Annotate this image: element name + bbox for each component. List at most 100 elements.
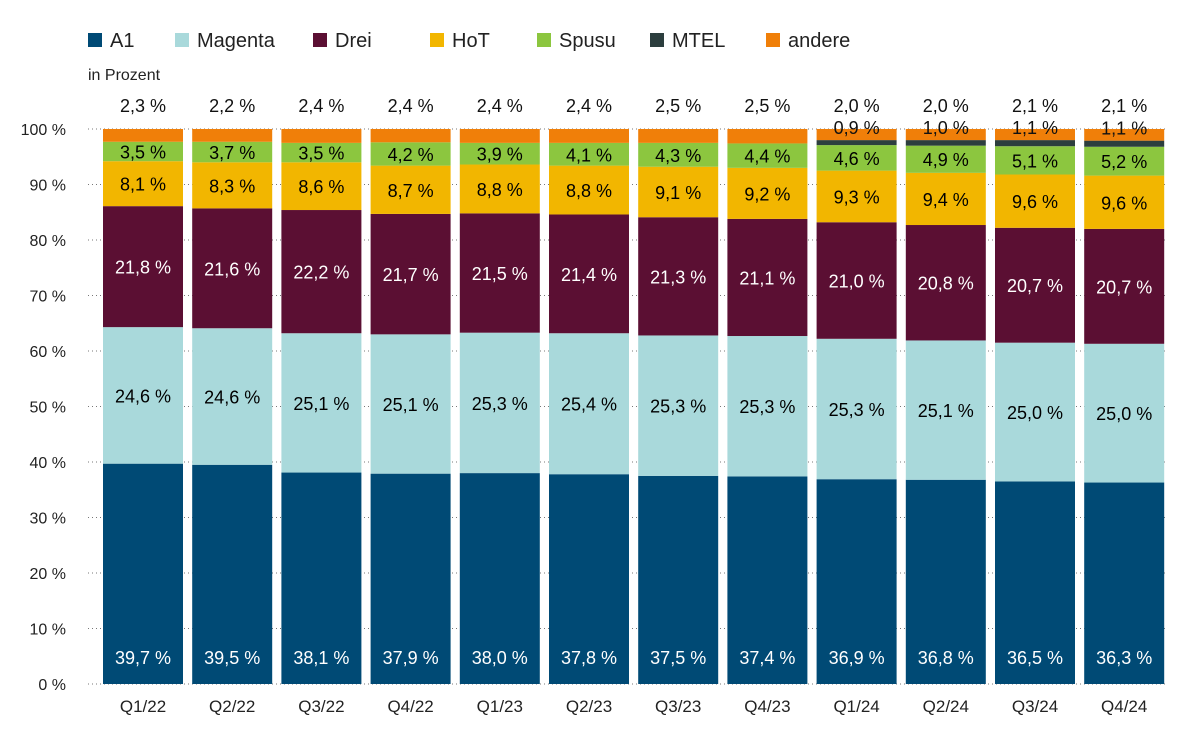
bar-segment	[1084, 146, 1165, 176]
data-label: 20,7 %	[1096, 277, 1152, 297]
y-tick-label: 0 %	[38, 677, 66, 694]
bar-segment	[459, 129, 540, 143]
legend-label-a1: A1	[110, 30, 134, 52]
bar-segment	[459, 473, 540, 684]
data-label: 21,4 %	[561, 265, 617, 285]
bar-segment	[281, 142, 362, 163]
data-label: 9,6 %	[1101, 193, 1147, 213]
data-label: 36,5 %	[1007, 648, 1063, 668]
data-label: 37,9 %	[383, 648, 439, 668]
data-label: 2,1 %	[1101, 96, 1147, 116]
data-label: 9,2 %	[744, 184, 790, 204]
data-label: 4,1 %	[566, 145, 612, 165]
data-label: 2,4 %	[477, 96, 523, 116]
bar-segment	[816, 145, 897, 171]
x-tick-label: Q1/23	[477, 697, 523, 716]
bar-segment	[995, 481, 1075, 684]
bar-segment	[638, 142, 719, 167]
data-label: 2,0 %	[923, 96, 969, 116]
bar-segment	[192, 162, 273, 209]
bar-segment	[727, 143, 808, 168]
bar-segment	[192, 208, 273, 329]
bar-segment	[816, 140, 897, 146]
data-label: 36,9 %	[829, 648, 885, 668]
bar-segment	[192, 141, 273, 163]
legend-swatch-hot	[430, 33, 444, 47]
bar-segment	[727, 476, 808, 684]
data-label: 9,1 %	[655, 183, 701, 203]
legend-swatch-drei	[313, 33, 327, 47]
bar-segment	[192, 328, 273, 465]
unit-label: in Prozent	[88, 67, 161, 84]
data-label: 25,0 %	[1096, 404, 1152, 424]
bar-segment	[1084, 129, 1165, 141]
data-label: 3,5 %	[298, 144, 344, 164]
bar-segment	[816, 129, 897, 141]
data-label: 25,0 %	[1007, 403, 1063, 423]
data-label: 21,3 %	[650, 267, 706, 287]
legend-swatch-a1	[88, 33, 102, 47]
data-label: 25,4 %	[561, 395, 617, 415]
data-label: 25,1 %	[918, 401, 974, 421]
bar-segment	[905, 140, 986, 146]
legend-swatch-spusu	[537, 33, 551, 47]
data-label: 2,5 %	[744, 96, 790, 116]
data-label: 21,5 %	[472, 264, 528, 284]
x-tick-label: Q2/22	[209, 697, 255, 716]
data-label: 21,7 %	[383, 265, 439, 285]
data-label: 21,6 %	[204, 259, 260, 279]
data-label: 22,2 %	[293, 263, 349, 283]
bar-segment	[905, 479, 986, 684]
data-label: 21,8 %	[115, 258, 171, 278]
legend-label-hot: HoT	[452, 30, 490, 52]
data-label: 4,9 %	[923, 150, 969, 170]
bar-segment	[1084, 343, 1165, 483]
data-label: 25,1 %	[383, 395, 439, 415]
data-label: 2,2 %	[209, 96, 255, 116]
data-label: 24,6 %	[115, 386, 171, 406]
bar-segment	[370, 213, 451, 335]
bar-segment	[816, 338, 897, 480]
data-label: 2,1 %	[1012, 96, 1058, 116]
data-label: 4,6 %	[834, 149, 880, 169]
bar-segment	[103, 206, 183, 328]
data-label: 39,5 %	[204, 648, 260, 668]
data-label: 25,3 %	[472, 394, 528, 414]
data-label: 5,2 %	[1101, 152, 1147, 172]
bar-segment	[816, 222, 897, 339]
y-tick-label: 30 %	[30, 511, 66, 528]
x-tick-label: Q2/24	[923, 697, 969, 716]
bar-segment	[459, 213, 540, 333]
x-tick-label: Q1/22	[120, 697, 166, 716]
data-label: 9,6 %	[1012, 192, 1058, 212]
bar-segment	[281, 162, 362, 211]
data-label: 3,9 %	[477, 145, 523, 165]
bar-segment	[459, 332, 540, 474]
bar-segment	[103, 161, 183, 207]
legend: A1 Magenta Drei HoT Spusu MTEL andere	[88, 30, 850, 52]
x-tick-label: Q4/22	[387, 697, 433, 716]
data-label: 25,3 %	[650, 397, 706, 417]
bar-segment	[459, 142, 540, 165]
data-label: 0,9 %	[834, 118, 880, 138]
bar-segment	[549, 165, 629, 215]
bar-segment	[103, 463, 183, 684]
data-label: 4,3 %	[655, 146, 701, 166]
data-label: 8,6 %	[298, 177, 344, 197]
bar-segment	[995, 342, 1075, 482]
y-tick-label: 90 %	[30, 178, 66, 195]
bar-segment	[995, 174, 1075, 228]
bar-segment	[370, 334, 451, 474]
y-tick-label: 70 %	[30, 289, 66, 306]
bar-segment	[370, 142, 451, 166]
bar-segment	[638, 129, 719, 143]
data-label: 36,8 %	[918, 648, 974, 668]
bar-segment	[638, 217, 719, 336]
data-label: 4,4 %	[744, 147, 790, 167]
legend-swatch-andere	[766, 33, 780, 47]
data-label: 5,1 %	[1012, 151, 1058, 171]
x-tick-label: Q1/24	[833, 697, 879, 716]
bar-segment	[549, 214, 629, 334]
y-tick-label: 100 %	[21, 122, 66, 139]
